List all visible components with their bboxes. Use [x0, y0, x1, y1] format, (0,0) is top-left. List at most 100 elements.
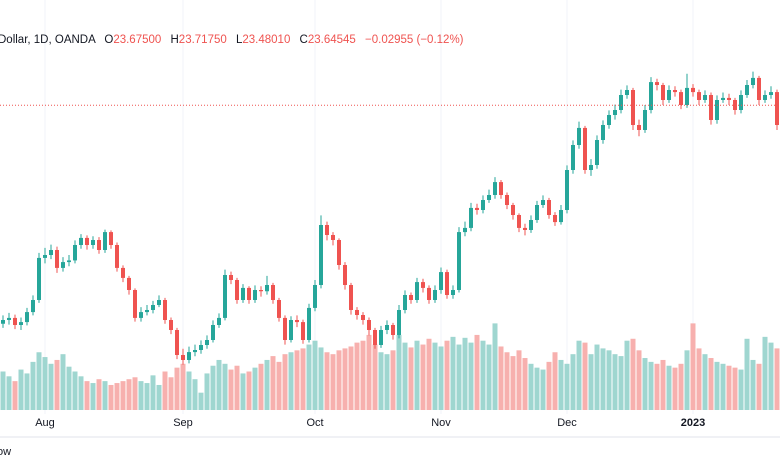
- candle-body: [355, 310, 359, 315]
- volume-bar: [6, 376, 12, 410]
- candle-body: [517, 215, 521, 228]
- candle-body: [739, 95, 743, 110]
- candle-body: [265, 285, 269, 292]
- candle-body: [379, 330, 383, 345]
- volume-bar: [162, 371, 168, 410]
- candle-body: [763, 95, 767, 100]
- candle-body: [433, 290, 437, 300]
- volume-bar: [504, 352, 510, 410]
- volume-bar: [558, 359, 564, 410]
- high-key: H: [170, 34, 178, 46]
- volume-bar: [288, 352, 294, 410]
- volume-bar: [462, 337, 468, 410]
- volume-bar: [282, 354, 288, 410]
- volume-bar: [612, 354, 618, 410]
- volume-bar: [546, 361, 552, 410]
- volume-bar: [606, 350, 612, 410]
- candle-body: [409, 295, 413, 300]
- volume-bar: [732, 367, 738, 410]
- x-tick-label: Oct: [306, 417, 323, 429]
- volume-bar: [510, 356, 516, 410]
- candle-body: [685, 87, 689, 105]
- candle-body: [337, 240, 341, 265]
- candle-body: [91, 240, 95, 245]
- volume-bar: [276, 361, 282, 410]
- candle-body: [253, 290, 257, 300]
- candle-body: [637, 125, 641, 130]
- candle-body: [73, 245, 77, 261]
- candle-body: [283, 317, 287, 340]
- candle-body: [463, 227, 467, 233]
- candle-body: [601, 125, 605, 140]
- volume-bar: [174, 367, 180, 410]
- header-line: Dollar, 1D, OANDA O23.67500 H23.71750 L2…: [0, 34, 464, 46]
- volume-bar: [192, 379, 198, 410]
- volume-bar: [486, 344, 492, 410]
- candle-body: [391, 325, 395, 335]
- candle-body: [217, 317, 221, 325]
- volume-bar: [342, 348, 348, 410]
- candle-body: [223, 275, 227, 318]
- candle-body: [361, 315, 365, 320]
- volume-bar: [444, 340, 450, 410]
- candle-body: [163, 300, 167, 320]
- volume-bar: [348, 346, 354, 410]
- candle-body: [229, 275, 233, 280]
- candle-body: [445, 272, 449, 295]
- candle-body: [385, 325, 389, 330]
- volume-bar: [54, 359, 60, 410]
- candle-body: [439, 272, 443, 290]
- candle-body: [169, 320, 173, 330]
- candle-body: [535, 205, 539, 220]
- candle-body: [331, 235, 335, 240]
- volume-bar: [636, 350, 642, 410]
- volume-bar: [216, 359, 222, 410]
- volume-bar: [102, 381, 108, 410]
- volume-bar: [474, 334, 480, 410]
- candle-body: [757, 77, 761, 100]
- volume-bar: [696, 348, 702, 410]
- candle-body: [115, 245, 119, 268]
- candle-body: [199, 345, 203, 350]
- volume-bar: [18, 369, 24, 410]
- volume-bar: [222, 363, 228, 410]
- candle-body: [289, 320, 293, 340]
- volume-bar: [336, 350, 342, 410]
- volume-bar: [240, 373, 246, 410]
- close-key: C: [300, 34, 308, 46]
- volume-bar: [108, 384, 114, 410]
- volume-bar: [120, 381, 126, 410]
- candle-body: [631, 90, 635, 125]
- candle-body: [715, 100, 719, 120]
- volume-bar: [12, 381, 18, 410]
- candle-body: [55, 250, 59, 268]
- candle-body: [133, 290, 137, 318]
- volume-bar: [318, 347, 324, 410]
- volume-bar: [168, 377, 174, 410]
- candle-body: [589, 165, 593, 170]
- candle-body: [541, 200, 545, 205]
- candle-body: [415, 282, 419, 300]
- candle-body: [61, 262, 65, 268]
- candle-body: [67, 260, 71, 263]
- candle-body: [277, 300, 281, 318]
- volume-bar: [186, 371, 192, 410]
- volume-bar: [522, 358, 528, 410]
- volume-bar: [750, 359, 756, 410]
- volume-bar: [114, 383, 120, 410]
- high-value: 23.71750: [179, 34, 227, 46]
- candle-body: [295, 320, 299, 323]
- volume-bar: [150, 375, 156, 410]
- volume-bar: [24, 373, 30, 410]
- volume-bar: [378, 352, 384, 410]
- volume-bar: [60, 354, 66, 410]
- volume-bar: [36, 352, 42, 410]
- candle-body: [523, 227, 527, 230]
- plot: Aug Sep Oct Nov Dec 2023: [0, 0, 780, 429]
- volume-bar: [78, 376, 84, 410]
- candle-body: [301, 322, 305, 340]
- candle-body: [139, 312, 143, 318]
- candle-body: [577, 127, 581, 145]
